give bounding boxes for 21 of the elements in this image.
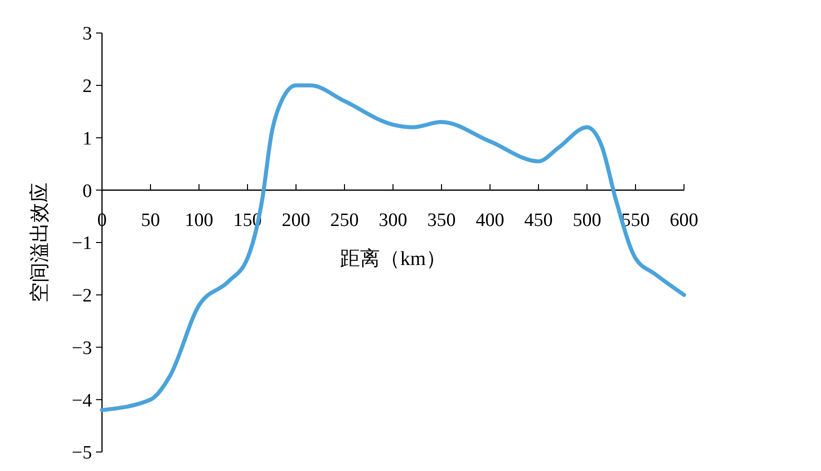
y-tick-label: −3 bbox=[72, 338, 92, 359]
x-tick-label: 200 bbox=[282, 210, 310, 232]
y-tick-label: 1 bbox=[82, 128, 92, 150]
x-tick-label: 450 bbox=[524, 210, 553, 232]
x-tick-label: 50 bbox=[141, 210, 160, 232]
y-tick-label: −5 bbox=[72, 442, 92, 464]
x-tick-label: 600 bbox=[670, 210, 698, 232]
x-tick-label: 300 bbox=[378, 210, 408, 232]
y-tick-label: 0 bbox=[82, 180, 92, 202]
y-tick-label: −1 bbox=[72, 233, 92, 254]
x-axis-title: 距离（km） bbox=[340, 248, 446, 270]
y-tick-label: −4 bbox=[72, 390, 92, 412]
x-tick-label: 350 bbox=[427, 210, 456, 232]
y-tick-label: −2 bbox=[72, 286, 92, 307]
y-tick-label: 3 bbox=[82, 24, 92, 45]
x-tick-label: 400 bbox=[476, 210, 504, 232]
x-tick-label: 500 bbox=[572, 210, 602, 232]
x-tick-label: 250 bbox=[330, 210, 359, 232]
y-axis-title: 空间溢出效应 bbox=[29, 182, 51, 302]
x-tick-label: 100 bbox=[184, 210, 214, 232]
y-tick-label: 2 bbox=[82, 76, 92, 98]
